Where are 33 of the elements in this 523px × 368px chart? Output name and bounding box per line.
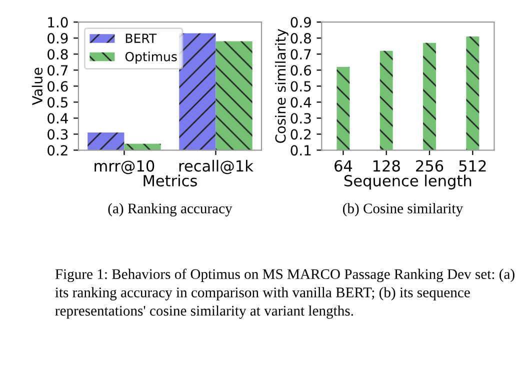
x-axis-title: Metrics — [144, 174, 197, 186]
x-tick-label: 256 — [416, 160, 444, 172]
y-axis-title: Value — [32, 68, 43, 106]
y-tick-label: 0.7 — [290, 49, 311, 60]
legend-label: BERT — [126, 34, 157, 43]
y-tick-label: 0.8 — [290, 33, 311, 44]
caption: Figure 1: Behaviors of Optimus on MS MARCO Passage Ranking Dev set: (a) its ranking accuracy in comparison with vanilla BERT; (b) its sequence representations' cosine similarity at variant lengths. — [55, 268, 514, 319]
y-tick-label: 1.0 — [48, 17, 68, 28]
x-axis-title: Sequence length — [344, 174, 472, 190]
y-tick-label: 0.9 — [290, 17, 311, 28]
y-tick-label: 0.5 — [48, 97, 68, 108]
x-tick-label: 128 — [373, 160, 400, 172]
y-tick-label: 0.4 — [290, 97, 312, 108]
y-tick-label: 0.3 — [48, 129, 68, 140]
y-tick-label: 0.1 — [290, 145, 311, 156]
y-tick-label: 0.4 — [48, 113, 68, 124]
y-tick-label: 0.6 — [48, 81, 68, 92]
x-tick-label: 64 — [334, 160, 352, 172]
y-tick-label: 0.2 — [290, 129, 311, 140]
y-axis-title: Cosine similarity — [275, 28, 288, 143]
y-tick-label: 0.6 — [290, 65, 312, 76]
y-tick-label: 0.3 — [290, 113, 311, 124]
x-tick-label: recall@1k — [179, 160, 254, 174]
text: (a) Ranking accuracy — [108, 203, 232, 216]
x-tick-label: mrr@10 — [94, 160, 154, 174]
x-tick-label: 512 — [459, 160, 486, 172]
y-tick-label: 0.8 — [48, 49, 68, 60]
y-tick-label: 0.7 — [48, 65, 68, 76]
y-tick-label: 0.5 — [290, 81, 311, 92]
legend-label: Optimus — [125, 52, 177, 64]
y-tick-label: 0.9 — [48, 33, 68, 44]
text: (b) Cosine similarity — [343, 203, 464, 216]
y-tick-label: 0.2 — [48, 145, 68, 156]
